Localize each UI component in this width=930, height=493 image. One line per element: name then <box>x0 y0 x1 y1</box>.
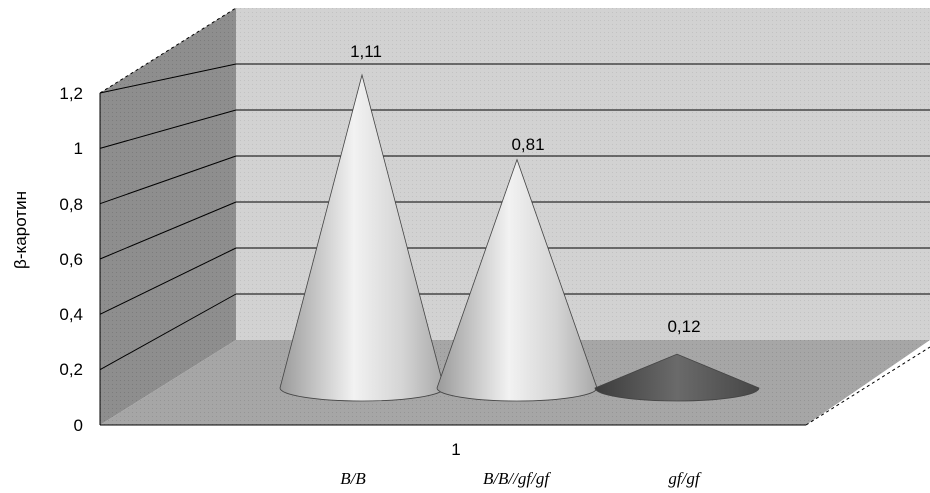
cones <box>279 73 760 402</box>
cone-gfgf <box>594 353 760 402</box>
y-tick-label: 1 <box>74 139 83 158</box>
cone-bb-gfgf <box>436 158 598 402</box>
side-wall <box>100 8 236 425</box>
cone-bb <box>279 73 445 402</box>
gridline-side <box>99 63 237 94</box>
data-label-gfgf: 0,12 <box>667 317 700 336</box>
x-category-label: 1 <box>451 440 460 459</box>
data-label-bb: 1,11 <box>350 42 382 61</box>
data-label-bb-gfgf: 0,81 <box>511 135 544 154</box>
side-wall-top-edge <box>99 7 237 94</box>
gridline-side <box>99 293 237 371</box>
gridline-side <box>99 155 237 205</box>
cone-gfgf-body <box>594 353 760 402</box>
y-tick-label: 0 <box>74 416 83 435</box>
legend-item-bb-gfgf: B/B//gf/gf <box>483 469 551 488</box>
gridline-side <box>99 247 237 315</box>
y-axis-title: β-каротин <box>11 191 30 269</box>
y-tick-label: 0,2 <box>59 360 83 379</box>
legend: B/B B/B//gf/gf gf/gf <box>340 469 702 488</box>
legend-item-gfgf: gf/gf <box>668 469 701 488</box>
y-tick-label: 0,8 <box>59 195 83 214</box>
cone-bb-gfgf-body <box>436 158 598 402</box>
cone-bb-body <box>279 73 445 402</box>
y-tick-label: 0,4 <box>59 305 83 324</box>
gridline-side <box>99 201 237 260</box>
y-tick-label: 1,2 <box>59 84 83 103</box>
legend-item-bb: B/B <box>340 469 366 488</box>
y-tick-label: 0,6 <box>59 250 83 269</box>
gridline-side <box>99 109 237 149</box>
floor-front-right-edge <box>805 346 930 426</box>
